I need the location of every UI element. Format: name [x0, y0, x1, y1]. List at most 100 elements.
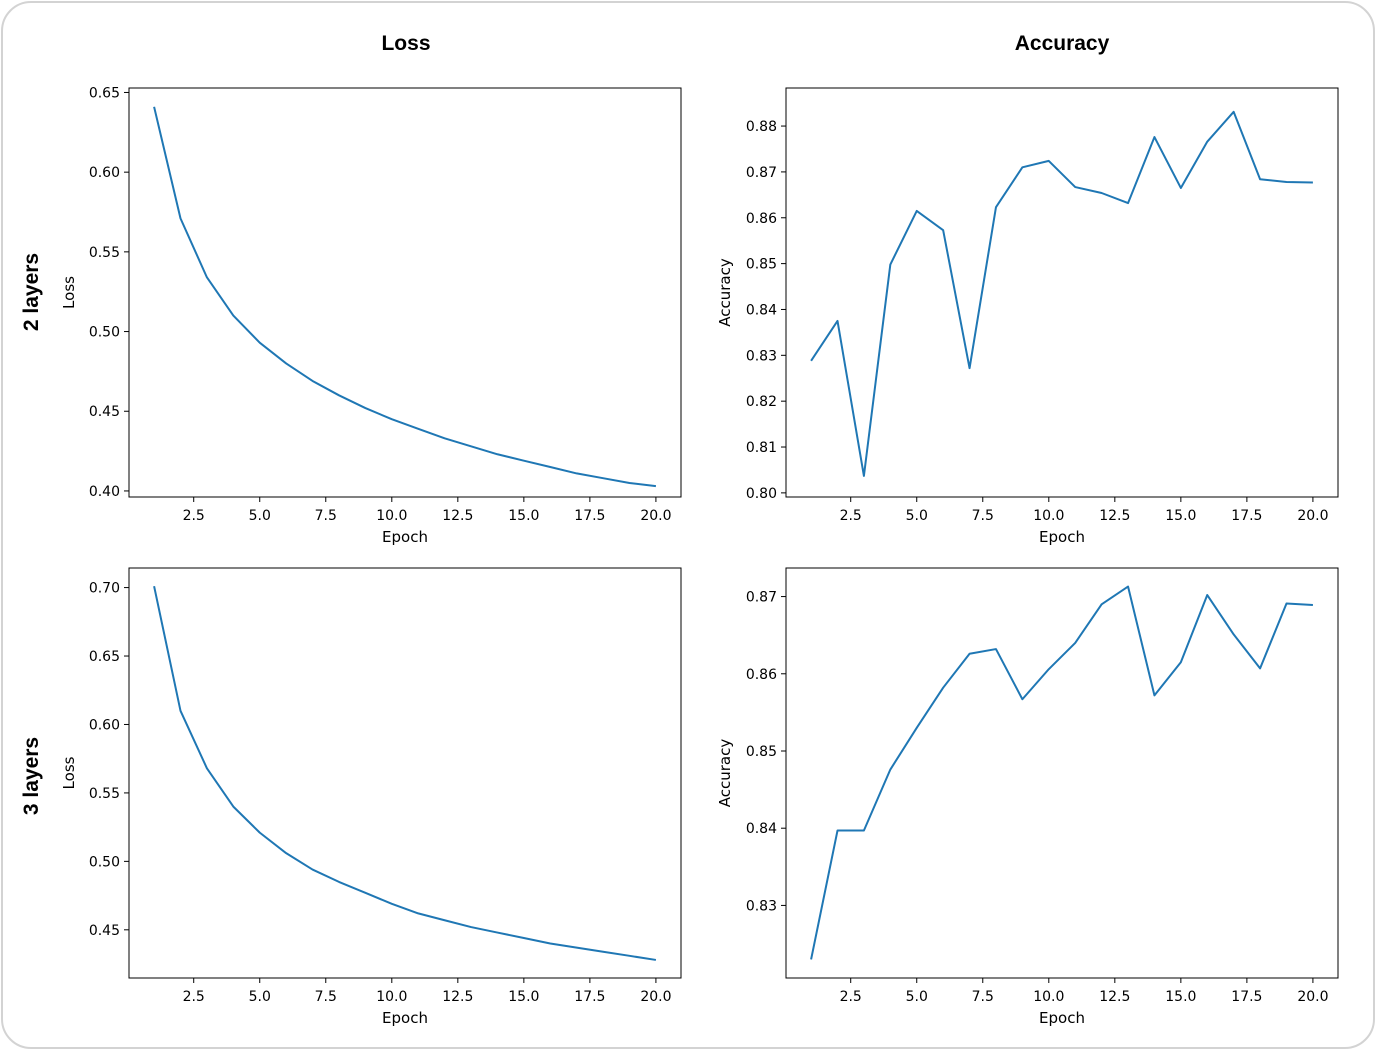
chart-2-series-line — [810, 110, 1313, 477]
chart-1-x-tick-label: 12.5 — [442, 508, 473, 524]
chart-3-y-tick-label: 0.55 — [89, 786, 120, 802]
chart-2-x-tick-label: 17.5 — [1231, 508, 1262, 524]
chart-4-data-point — [1233, 633, 1235, 635]
chart-1-y-tick-label: 0.65 — [89, 85, 120, 101]
chart-1-data-point — [391, 418, 393, 420]
chart-4-x-tick-label: 17.5 — [1231, 989, 1262, 1005]
chart-2-data-point — [837, 320, 839, 322]
chart-4-series-line — [810, 585, 1313, 960]
chart-3-data-point — [444, 919, 446, 921]
chart-4-x-tick-label: 5.0 — [906, 989, 928, 1005]
chart-4-data-point — [1312, 604, 1314, 606]
chart-4-data-point — [969, 653, 971, 655]
chart-3-x-tick-label: 7.5 — [315, 989, 337, 1005]
chart-1-series-line — [153, 106, 657, 488]
chart-2-y-tick-label: 0.86 — [746, 211, 777, 227]
chart-3-data-point — [206, 767, 208, 769]
chart-2-data-point — [1127, 202, 1129, 204]
chart-1-x-tick-label: 20.0 — [640, 508, 671, 524]
chart-2-data-point — [1206, 141, 1208, 143]
chart-2-x-tick-label: 2.5 — [840, 508, 862, 524]
chart-3-data-point — [259, 832, 261, 834]
chart-1-data-point — [180, 217, 182, 219]
chart-2-data-point — [1074, 186, 1076, 188]
chart-1-data-point — [232, 315, 234, 317]
chart-2-axes: 2.5 5.0 7.5 10.0 12.5 15.0 17.5 20.0 0.80 0.81 0.8… — [716, 87, 1339, 546]
chart-2-plot-frame — [785, 87, 1339, 498]
chart-3-x-tick-label: 17.5 — [574, 989, 605, 1005]
chart-2-x-tick-label: 20.0 — [1297, 508, 1328, 524]
chart-2-x-tick-label: 15.0 — [1165, 508, 1196, 524]
chart-1-x-tick-label: 15.0 — [508, 508, 539, 524]
chart-2-y-tick-label: 0.87 — [746, 165, 777, 181]
chart-3-data-point — [549, 943, 551, 945]
chart-1-data-point — [417, 428, 419, 430]
chart-1-data-point — [364, 407, 366, 409]
chart-2-x-tick-label: 5.0 — [906, 508, 928, 524]
chart-2-data-point — [995, 206, 997, 208]
chart-2-data-point — [863, 475, 865, 477]
chart-1-x-tick-label: 17.5 — [574, 508, 605, 524]
chart-4-data-point — [1206, 594, 1208, 596]
chart-3-y-tick-label: 0.45 — [89, 923, 120, 939]
chart-3-x-tick-label: 10.0 — [376, 989, 407, 1005]
chart-1-data-point — [496, 453, 498, 455]
chart-3-y-tick-label: 0.70 — [89, 581, 120, 597]
chart-3-data-point — [338, 881, 340, 883]
chart-2-data-point — [1180, 187, 1182, 189]
chart-4-data-point — [1074, 642, 1076, 644]
chart-4-data-point — [916, 727, 918, 729]
chart-4-y-tick-label: 0.85 — [746, 744, 777, 760]
chart-4-axes: 2.5 5.0 7.5 10.0 12.5 15.0 17.5 20.0 0.83 0.84 0.8… — [716, 567, 1339, 1027]
chart-1-y-axis-label: Loss — [60, 276, 78, 309]
chart-2-data-point — [1233, 111, 1235, 113]
chart-3-data-point — [232, 806, 234, 808]
chart-1-x-axis-label: Epoch — [382, 528, 428, 546]
chart-1-x-tick-label: 7.5 — [315, 508, 337, 524]
chart-1-data-point — [470, 445, 472, 447]
chart-1-y-tick-label: 0.40 — [89, 484, 120, 500]
chart-2-data-point — [1285, 181, 1287, 183]
chart-2-data-point — [889, 264, 891, 266]
chart-3-x-tick-label: 5.0 — [249, 989, 271, 1005]
chart-1-x-tick-label: 2.5 — [183, 508, 205, 524]
chart-3-x-axis-label: Epoch — [382, 1009, 428, 1027]
chart-1-data-point — [655, 485, 657, 487]
chart-2-y-tick-label: 0.85 — [746, 257, 777, 273]
chart-3-plot-frame — [128, 567, 682, 979]
chart-4-data-point — [1285, 603, 1287, 605]
chart-3-data-point — [470, 926, 472, 928]
chart-3-data-point — [180, 710, 182, 712]
chart-4-y-axis-label: Accuracy — [716, 739, 734, 808]
chart-1-y-tick-label: 0.45 — [89, 404, 120, 420]
chart-1-axes: 2.5 5.0 7.5 10.0 12.5 15.0 17.5 20.0 0.40 0.45 0.5… — [60, 85, 682, 546]
chart-4-data-point — [863, 830, 865, 832]
chart-4-data-point — [1180, 661, 1182, 663]
chart-3-data-point — [628, 955, 630, 957]
chart-4-y-tick-label: 0.83 — [746, 898, 777, 914]
chart-4-y-tick-label: 0.87 — [746, 590, 777, 606]
chart-1-data-point — [312, 380, 314, 382]
chart-2-y-tick-label: 0.80 — [746, 486, 777, 502]
chart-4-x-tick-label: 2.5 — [840, 989, 862, 1005]
chart-2-x-tick-label: 7.5 — [972, 508, 994, 524]
chart-2-data-point — [1259, 178, 1261, 180]
chart-3-data-point — [655, 959, 657, 961]
chart-3-data-point — [523, 937, 525, 939]
chart-2-data-point — [916, 210, 918, 212]
chart-1-data-point — [285, 362, 287, 364]
chart-2-y-axis-label: Accuracy — [716, 258, 734, 327]
chart-2-data-point — [942, 229, 944, 231]
chart-2-y-tick-label: 0.83 — [746, 348, 777, 364]
chart-2-data-point — [969, 367, 971, 369]
chart-4-x-tick-label: 15.0 — [1165, 989, 1196, 1005]
chart-4-data-point — [995, 648, 997, 650]
chart-4-x-axis-label: Epoch — [1039, 1009, 1085, 1027]
chart-2-y-tick-label: 0.82 — [746, 394, 777, 410]
chart-3-y-axis-label: Loss — [60, 756, 78, 789]
chart-3-data-point — [153, 585, 155, 587]
chart-4-data-point — [942, 687, 944, 689]
chart-3-x-tick-label: 12.5 — [442, 989, 473, 1005]
chart-3-data-point — [391, 903, 393, 905]
chart-1-x-tick-label: 5.0 — [249, 508, 271, 524]
